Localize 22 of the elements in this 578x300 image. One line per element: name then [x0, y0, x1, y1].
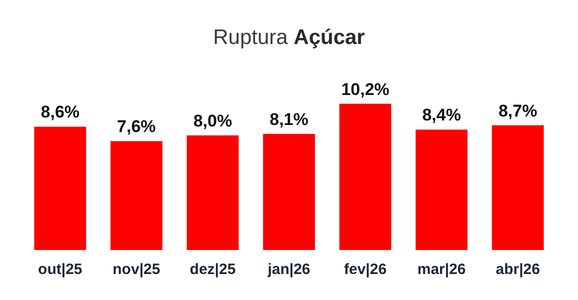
bar: [110, 141, 162, 250]
bar: [416, 130, 468, 250]
data-label: 8,4%: [422, 106, 461, 125]
data-label: 8,7%: [498, 101, 538, 120]
data-label: 8,0%: [193, 111, 232, 130]
bar: [339, 104, 392, 250]
x-tick-label: fev|26: [344, 261, 387, 278]
x-tick-label: dez|25: [190, 261, 236, 278]
bar: [492, 125, 544, 250]
x-tick-label: nov|25: [112, 261, 160, 278]
bar: [186, 135, 239, 250]
chart-title: Ruptura Açúcar: [213, 26, 365, 49]
data-label: 7,6%: [117, 117, 156, 136]
data-label: 8,1%: [270, 110, 308, 129]
x-tick-label: abr|26: [496, 261, 540, 278]
bar: [263, 134, 315, 250]
data-label: 10,2%: [341, 80, 390, 99]
bar: [34, 126, 86, 250]
data-label: 8,6%: [40, 102, 80, 122]
x-tick-label: jan|26: [266, 261, 310, 278]
x-tick-label: out|25: [38, 261, 82, 278]
x-tick-label: mar|26: [417, 261, 466, 278]
